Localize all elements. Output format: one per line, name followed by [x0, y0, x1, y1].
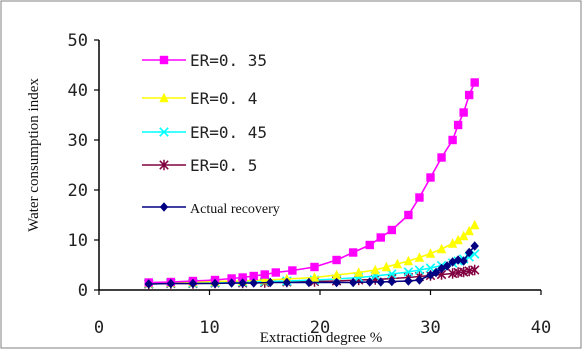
legend-marker — [159, 92, 169, 103]
legend-item-actual-recovery: Actual recovery — [142, 202, 280, 217]
data-point-actual-recovery — [238, 278, 247, 288]
data-point-er-0-4 — [425, 248, 436, 258]
y-tick-label: 40 — [68, 81, 88, 101]
data-point-actual-recovery — [227, 278, 236, 288]
x-tick-label: 20 — [310, 318, 330, 338]
data-point-actual-recovery — [365, 277, 374, 287]
data-point-actual-recovery — [266, 277, 275, 288]
legend-label: ER=0. 35 — [190, 51, 267, 70]
data-point-actual-recovery — [282, 277, 292, 288]
data-point-er-0-35 — [249, 271, 258, 281]
data-point-actual-recovery — [376, 277, 385, 287]
x-axis-title: Extraction degree % — [260, 330, 382, 346]
x-tick-label: 40 — [531, 318, 551, 338]
data-point-actual-recovery — [431, 267, 441, 278]
legend-label: ER=0. 5 — [190, 156, 257, 175]
y-tick-label: 20 — [68, 181, 88, 201]
data-point-actual-recovery — [404, 276, 413, 286]
data-point-er-0-45 — [414, 265, 425, 275]
legend-marker — [159, 127, 169, 137]
data-point-er-0-35 — [470, 78, 479, 87]
data-point-er-0-35 — [448, 135, 457, 145]
legend: ER=0. 35 ER=0. 4 ER=0. 45 ER=0. 5 Actual rec… — [142, 51, 280, 217]
x-tick-label: 0 — [94, 318, 104, 338]
data-point-er-0-35 — [464, 90, 474, 100]
data-point-er-0-35 — [404, 210, 413, 220]
data-point-er-0-45 — [403, 267, 414, 277]
data-point-er-0-4 — [453, 234, 463, 245]
data-point-er-0-35 — [437, 153, 446, 162]
data-point-er-0-35 — [415, 193, 424, 202]
data-point-er-0-4 — [458, 230, 469, 241]
data-point-er-0-4 — [470, 219, 480, 230]
data-point-er-0-4 — [392, 258, 403, 269]
y-tick-label: 0 — [78, 281, 88, 301]
x-tick-label: 10 — [199, 318, 219, 338]
data-point-actual-recovery — [415, 275, 424, 285]
data-point-actual-recovery — [144, 279, 153, 289]
data-point-actual-recovery — [348, 277, 358, 288]
data-point-actual-recovery — [304, 277, 314, 288]
data-point-er-0-4 — [370, 264, 380, 275]
data-point-er-0-35 — [376, 233, 385, 242]
legend-label: ER=0. 4 — [190, 89, 257, 108]
data-point-actual-recovery — [166, 278, 176, 289]
legend-item-er-0-5: ER=0. 5 — [142, 156, 257, 175]
data-point-actual-recovery — [249, 278, 258, 288]
legend-marker — [159, 55, 169, 65]
y-tick-label: 30 — [68, 131, 88, 151]
data-point-er-0-4 — [464, 225, 474, 236]
data-point-actual-recovery — [464, 247, 474, 258]
data-point-er-0-4 — [414, 252, 425, 262]
series-actual-recovery — [144, 241, 479, 289]
data-point-er-0-35 — [348, 248, 358, 257]
data-point-er-0-35 — [426, 173, 435, 182]
legend-item-er-0-35: ER=0. 35 — [142, 51, 267, 70]
legend-label: ER=0. 45 — [190, 123, 267, 142]
y-tick-label: 10 — [68, 231, 88, 251]
data-point-actual-recovery — [387, 276, 397, 287]
legend-marker — [159, 159, 169, 171]
x-tick-label: 30 — [420, 318, 440, 338]
data-point-er-0-35 — [260, 270, 269, 279]
data-point-er-0-35 — [288, 266, 297, 275]
data-point-er-0-4 — [309, 272, 320, 282]
legend-marker — [159, 202, 169, 212]
data-point-actual-recovery — [332, 277, 341, 288]
legend-item-er-0-4: ER=0. 4 — [142, 89, 257, 108]
data-point-er-0-4 — [353, 267, 364, 277]
data-point-actual-recovery — [453, 255, 463, 265]
data-point-actual-recovery — [459, 256, 468, 266]
axes: 0 10 20 30 40 50 0 10 20 30 40 — [68, 31, 552, 338]
data-point-er-0-45 — [425, 263, 436, 273]
y-tick-label: 50 — [68, 31, 88, 51]
data-point-actual-recovery — [188, 278, 198, 289]
legend-label: Actual recovery — [190, 202, 280, 217]
data-point-er-0-35 — [365, 240, 374, 250]
data-point-er-0-35 — [453, 120, 463, 130]
data-point-er-0-35 — [271, 268, 280, 277]
data-point-er-0-35 — [387, 225, 397, 235]
data-point-er-0-35 — [238, 273, 247, 282]
data-point-er-0-35 — [459, 108, 468, 117]
data-point-er-0-4 — [331, 269, 342, 280]
data-point-er-0-35 — [332, 255, 341, 265]
data-point-er-0-4 — [436, 243, 447, 254]
data-point-er-0-4 — [381, 261, 391, 272]
legend-item-er-0-45: ER=0. 45 — [142, 123, 267, 142]
data-point-actual-recovery — [470, 241, 479, 251]
series-layer — [143, 78, 480, 290]
data-point-er-0-5 — [469, 264, 480, 276]
data-point-actual-recovery — [210, 278, 220, 289]
data-point-er-0-4 — [403, 255, 414, 266]
data-point-actual-recovery — [442, 261, 452, 271]
y-axis-title: Water consumption index — [26, 78, 42, 232]
data-point-er-0-4 — [447, 238, 458, 248]
data-point-er-0-35 — [310, 262, 319, 272]
